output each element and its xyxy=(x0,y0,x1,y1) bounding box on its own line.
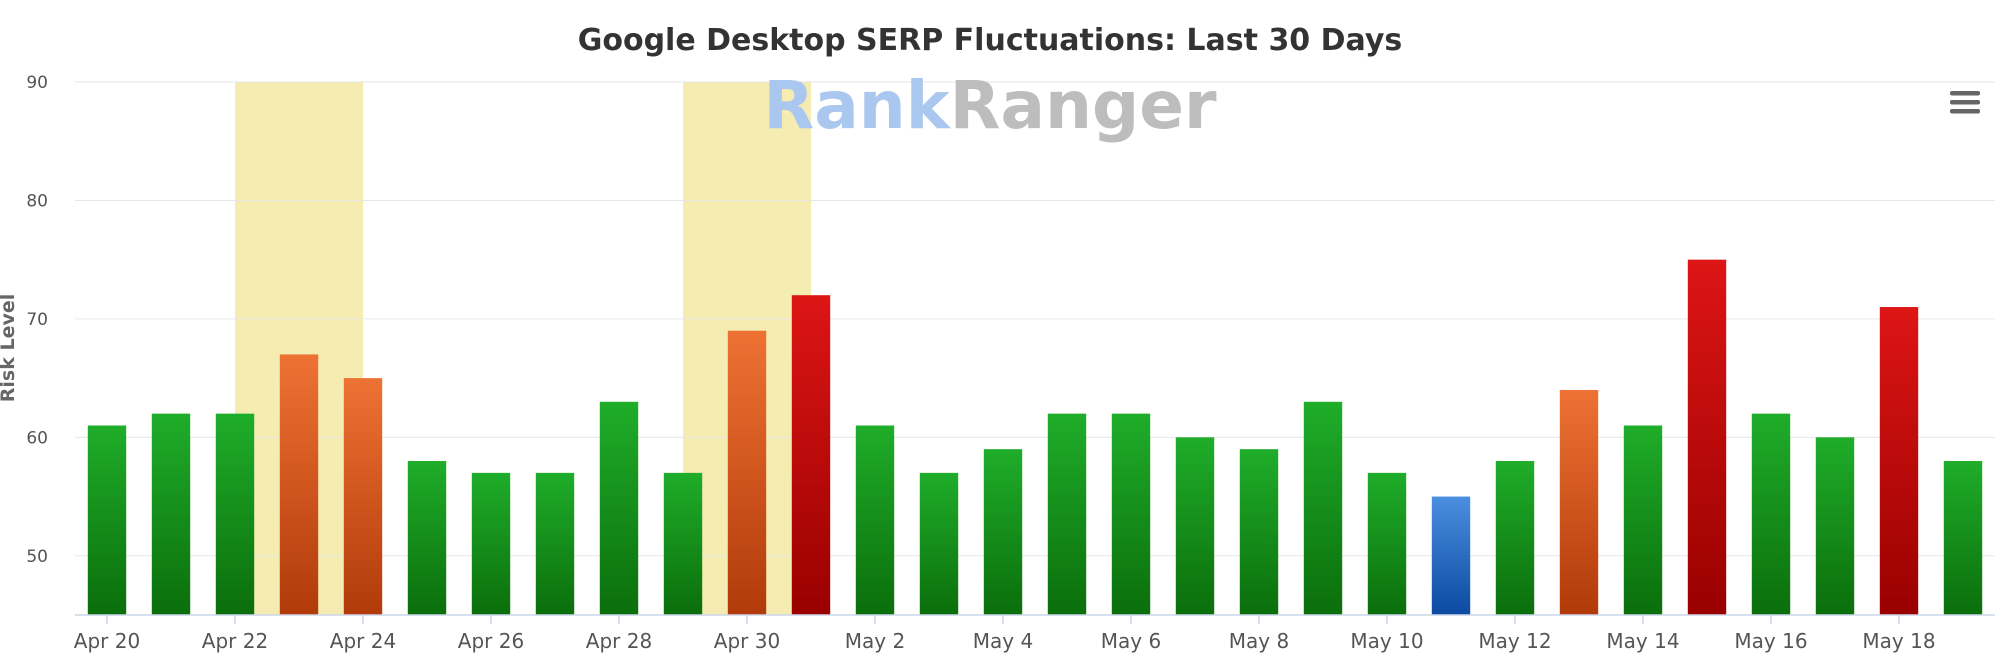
watermark-part-2: Ranger xyxy=(950,67,1217,144)
y-tick-label: 60 xyxy=(26,428,48,448)
bar-may-4[interactable] xyxy=(983,449,1023,615)
chart-title: Google Desktop SERP Fluctuations: Last 3… xyxy=(578,23,1403,58)
hamburger-menu-icon[interactable] xyxy=(1946,88,1982,118)
bar-apr-27[interactable] xyxy=(535,472,575,615)
bar-apr-24[interactable] xyxy=(343,378,383,615)
menu-line-2 xyxy=(1950,100,1980,105)
bar-may-13[interactable] xyxy=(1559,389,1599,615)
y-tick-label: 50 xyxy=(26,547,48,567)
bar-may-15[interactable] xyxy=(1687,259,1727,615)
y-axis-label: Risk Level xyxy=(0,294,19,402)
bar-may-12[interactable] xyxy=(1495,461,1535,615)
bar-may-11[interactable] xyxy=(1431,496,1471,615)
bar-may-1[interactable] xyxy=(791,295,831,615)
y-tick-label: 80 xyxy=(26,191,48,211)
x-tick-label: Apr 22 xyxy=(202,629,268,653)
bar-may-10[interactable] xyxy=(1367,472,1407,615)
x-tick-label: Apr 24 xyxy=(330,629,396,653)
bar-may-5[interactable] xyxy=(1047,413,1087,615)
bar-apr-30[interactable] xyxy=(727,330,767,615)
bars xyxy=(87,259,1983,615)
grid-lines xyxy=(75,81,1995,557)
bar-may-17[interactable] xyxy=(1815,437,1855,615)
x-tick-label: Apr 20 xyxy=(74,629,140,653)
x-tick-label: May 14 xyxy=(1606,629,1679,653)
bar-may-2[interactable] xyxy=(855,425,895,615)
y-axis: 50 60 70 80 90 xyxy=(26,73,48,567)
bar-may-16[interactable] xyxy=(1751,413,1791,615)
x-axis: Apr 20 Apr 22 Apr 24 Apr 26 Apr 28 Apr 30 May … xyxy=(74,614,1995,653)
bar-may-18[interactable] xyxy=(1879,307,1919,615)
y-tick-label: 70 xyxy=(26,310,48,330)
watermark: RankRanger xyxy=(763,67,1217,144)
menu-line-3 xyxy=(1950,109,1980,114)
highlight-bands xyxy=(235,82,811,615)
bar-apr-28[interactable] xyxy=(599,401,639,615)
x-tick-label: Apr 26 xyxy=(458,629,524,653)
x-tick-label: May 10 xyxy=(1350,629,1423,653)
bar-apr-22[interactable] xyxy=(215,413,255,615)
x-tick-label: May 4 xyxy=(973,629,1033,653)
bar-apr-23[interactable] xyxy=(279,354,319,615)
y-tick-label: 90 xyxy=(26,73,48,93)
bar-may-6[interactable] xyxy=(1111,413,1151,615)
x-tick-label: May 2 xyxy=(845,629,905,653)
x-tick-label: May 8 xyxy=(1229,629,1289,653)
x-tick-label: May 12 xyxy=(1478,629,1551,653)
bar-may-7[interactable] xyxy=(1175,437,1215,615)
bar-apr-29[interactable] xyxy=(663,472,703,615)
bar-may-3[interactable] xyxy=(919,472,959,615)
bar-apr-26[interactable] xyxy=(471,472,511,615)
x-tick-label: May 18 xyxy=(1862,629,1935,653)
x-tick-label: May 16 xyxy=(1734,629,1807,653)
bar-may-9[interactable] xyxy=(1303,401,1343,615)
bar-may-8[interactable] xyxy=(1239,449,1279,615)
bar-apr-21[interactable] xyxy=(151,413,191,615)
x-tick-label: Apr 30 xyxy=(714,629,780,653)
x-tick-label: Apr 28 xyxy=(586,629,652,653)
bar-apr-25[interactable] xyxy=(407,461,447,615)
bar-apr-20[interactable] xyxy=(87,425,127,615)
bar-may-14[interactable] xyxy=(1623,425,1663,615)
menu-line-1 xyxy=(1950,91,1980,96)
watermark-part-1: Rank xyxy=(763,67,951,144)
bar-may-19[interactable] xyxy=(1943,461,1983,615)
x-tick-label: May 6 xyxy=(1101,629,1161,653)
